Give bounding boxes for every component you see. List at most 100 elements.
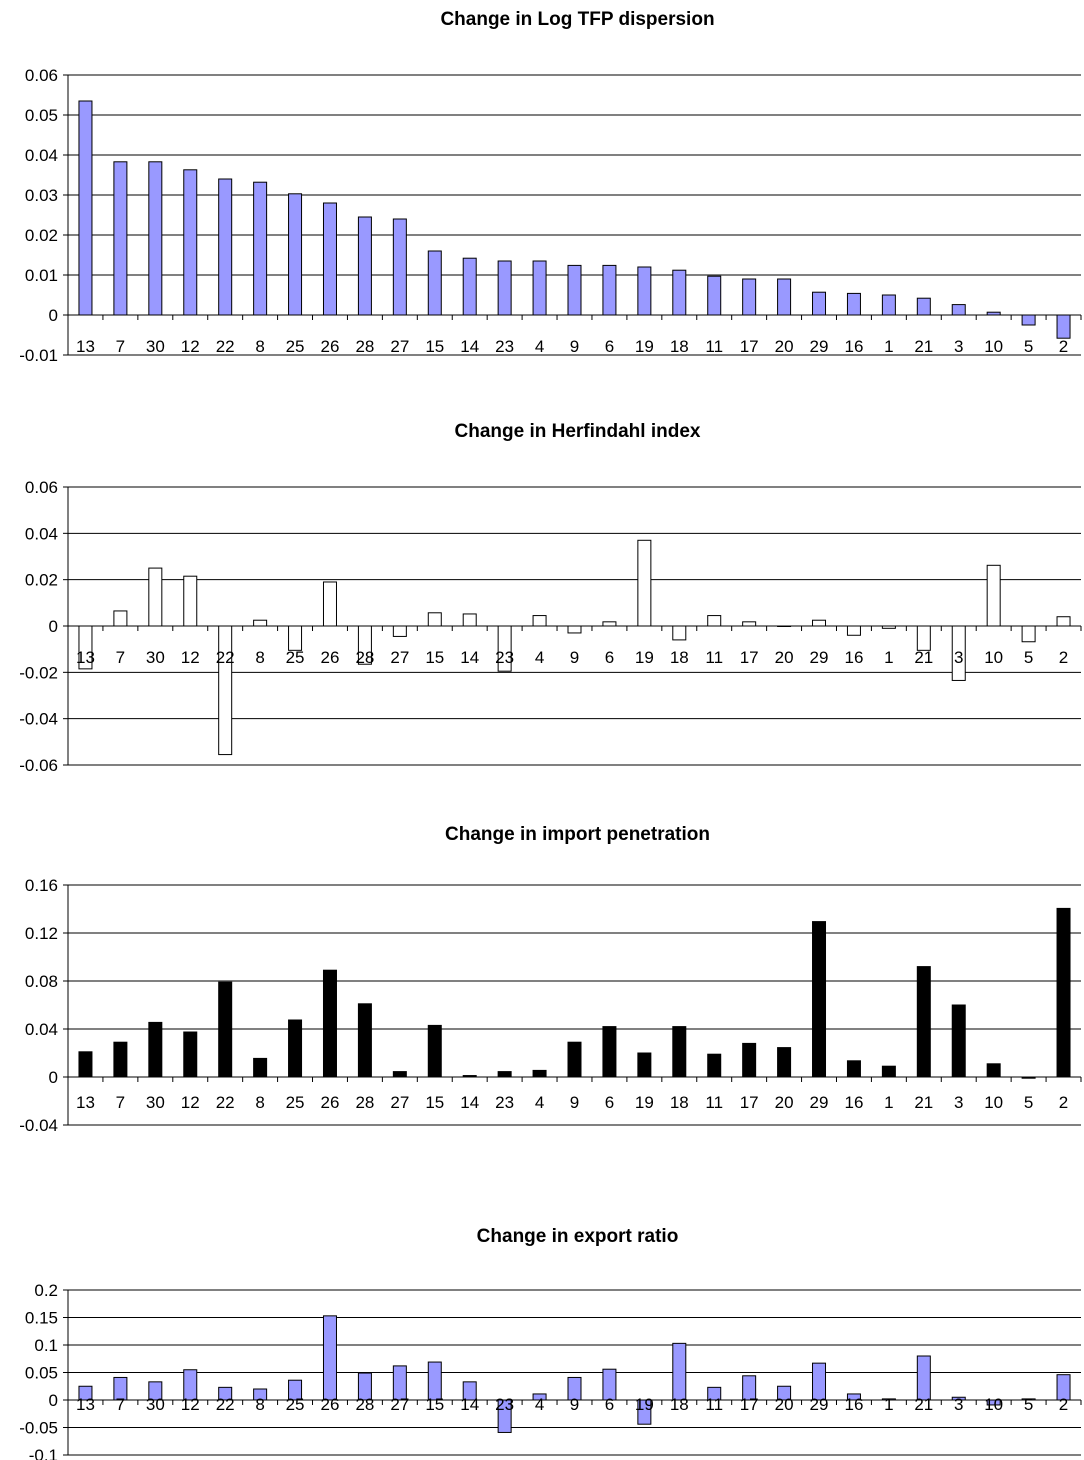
category-label: 12 xyxy=(181,648,200,667)
category-label: 6 xyxy=(605,1395,614,1414)
category-label: 6 xyxy=(605,1093,614,1112)
bar xyxy=(357,216,372,316)
category-label: 23 xyxy=(495,337,514,356)
category-label: 17 xyxy=(740,648,759,667)
bar xyxy=(532,1069,547,1078)
bar xyxy=(462,613,477,627)
category-label: 7 xyxy=(116,648,125,667)
category-label: 26 xyxy=(321,1093,340,1112)
bar xyxy=(602,264,617,316)
category-label: 1 xyxy=(884,648,893,667)
bar xyxy=(497,260,512,316)
y-tick-label: 0 xyxy=(49,1391,58,1410)
y-tick-label: -0.04 xyxy=(19,710,58,729)
bar xyxy=(183,169,198,316)
category-label: 10 xyxy=(984,1395,1003,1414)
bar xyxy=(916,1355,931,1401)
category-label: 15 xyxy=(425,1395,444,1414)
bar xyxy=(672,269,687,316)
bar xyxy=(881,294,896,316)
category-label: 28 xyxy=(355,1395,374,1414)
bar xyxy=(916,625,931,651)
category-label: 27 xyxy=(390,1395,409,1414)
category-label: 8 xyxy=(255,648,264,667)
bar xyxy=(392,625,407,637)
category-label: 22 xyxy=(216,337,235,356)
y-tick-label: -0.06 xyxy=(19,756,58,775)
bar xyxy=(567,1041,582,1078)
category-label: 28 xyxy=(355,1093,374,1112)
category-label: 21 xyxy=(914,1093,933,1112)
category-label: 4 xyxy=(535,1093,544,1112)
category-label: 25 xyxy=(286,1395,305,1414)
category-label: 4 xyxy=(535,648,544,667)
category-label: 10 xyxy=(984,1093,1003,1112)
bar xyxy=(846,292,861,316)
category-label: 1 xyxy=(884,1093,893,1112)
bar xyxy=(288,625,303,651)
category-label: 1 xyxy=(884,337,893,356)
category-label: 8 xyxy=(255,337,264,356)
category-label: 11 xyxy=(705,1093,723,1112)
bar xyxy=(742,1042,757,1078)
bar xyxy=(1056,616,1071,627)
chart-4: Change in export ratio -0.1 -0.05 0 0.05 0.1 0… xyxy=(19,1226,1082,1460)
y-tick-label: -0.05 xyxy=(19,1419,58,1438)
bar xyxy=(78,1051,93,1078)
category-label: 11 xyxy=(705,1395,723,1414)
bar xyxy=(881,1065,896,1078)
category-label: 23 xyxy=(495,648,514,667)
chart-title: Change in export ratio xyxy=(477,1226,679,1247)
category-label: 21 xyxy=(914,337,933,356)
category-label: 10 xyxy=(984,337,1003,356)
category-label: 16 xyxy=(844,1395,863,1414)
category-label: 4 xyxy=(535,1395,544,1414)
category-label: 30 xyxy=(146,648,165,667)
category-label: 5 xyxy=(1024,1395,1033,1414)
category-label: 30 xyxy=(146,1395,165,1414)
category-label: 1 xyxy=(884,1395,893,1414)
bar xyxy=(253,1057,268,1078)
bar xyxy=(427,250,442,316)
category-label: 5 xyxy=(1024,648,1033,667)
category-label: 18 xyxy=(670,648,689,667)
bar xyxy=(1021,314,1036,326)
bar xyxy=(218,625,233,756)
bar xyxy=(672,1342,687,1401)
category-label: 20 xyxy=(775,1093,794,1112)
category-label: 15 xyxy=(425,648,444,667)
bar xyxy=(288,1019,303,1078)
category-label: 27 xyxy=(390,337,409,356)
y-tick-label: 0.06 xyxy=(25,66,58,85)
category-label: 9 xyxy=(570,1093,579,1112)
y-tick-label: 0.01 xyxy=(25,266,58,285)
category-label: 28 xyxy=(355,337,374,356)
category-label: 25 xyxy=(286,1093,305,1112)
bar xyxy=(148,1021,163,1078)
category-label: 12 xyxy=(181,1395,200,1414)
bar xyxy=(253,619,268,627)
bar xyxy=(846,1060,861,1078)
y-tick-label: 0.08 xyxy=(25,972,58,991)
category-label: 25 xyxy=(286,648,305,667)
category-label: 14 xyxy=(460,337,479,356)
category-label: 21 xyxy=(914,648,933,667)
category-label: 19 xyxy=(635,1093,654,1112)
bar xyxy=(322,581,337,627)
chart-title: Change in Log TFP dispersion xyxy=(440,9,714,30)
category-label: 2 xyxy=(1059,1395,1068,1414)
category-label: 22 xyxy=(216,1093,235,1112)
bar xyxy=(288,193,303,316)
bar xyxy=(322,1315,337,1401)
y-tick-label: 0.16 xyxy=(25,876,58,895)
category-label: 9 xyxy=(570,1395,579,1414)
category-label: 17 xyxy=(740,1395,759,1414)
bar xyxy=(427,1024,442,1078)
category-label: 8 xyxy=(255,1093,264,1112)
category-label: 23 xyxy=(495,1395,514,1414)
category-label: 10 xyxy=(984,648,1003,667)
category-label: 22 xyxy=(216,648,235,667)
bar xyxy=(812,291,827,316)
